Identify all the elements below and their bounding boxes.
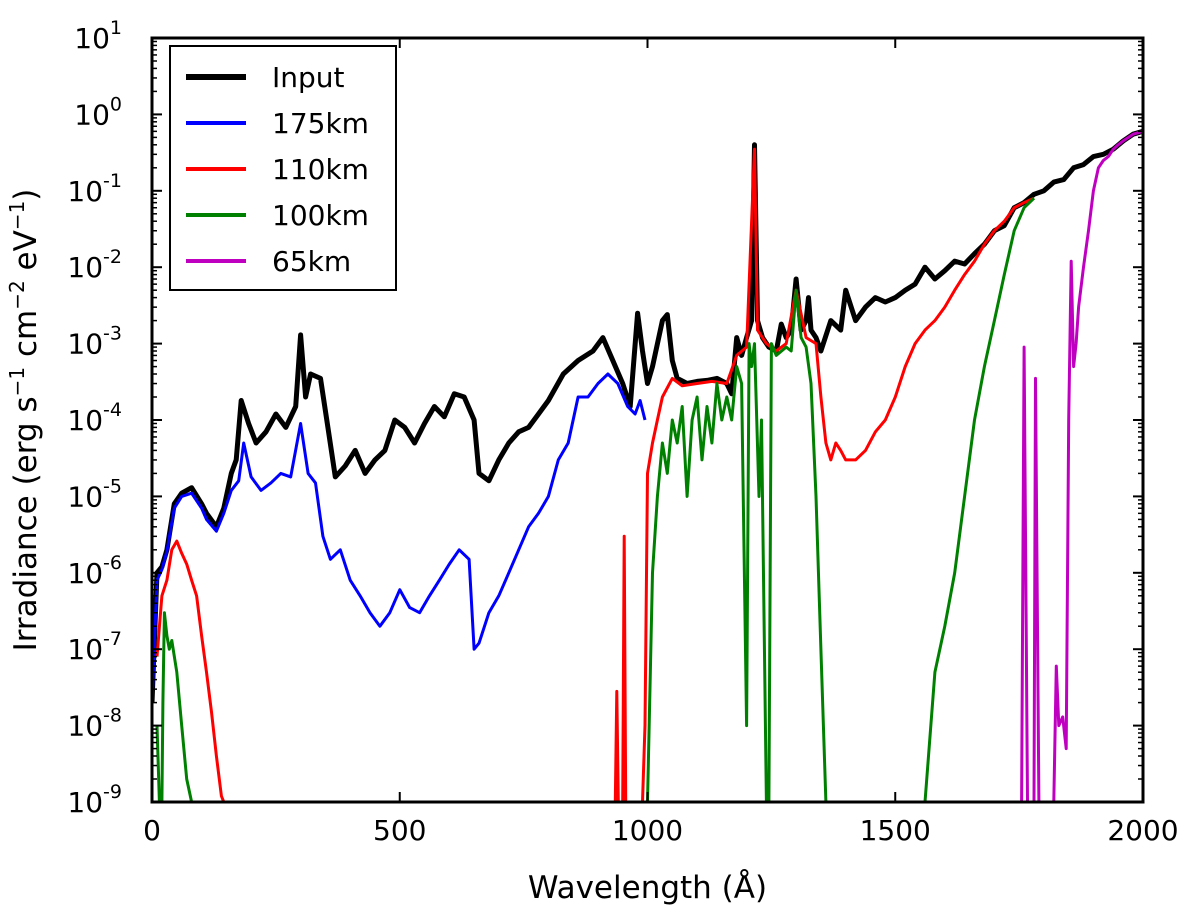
legend-label: 110km — [272, 153, 369, 186]
y-tick-label: 100 — [74, 93, 122, 131]
y-axis-label-suffix: ) — [8, 189, 44, 201]
y-tick-label: 10-1 — [67, 170, 122, 208]
y-tick-base: 10 — [74, 22, 110, 55]
y-tick-base: 10 — [67, 480, 103, 513]
legend-label: 100km — [272, 199, 369, 232]
y-tick-label: 101 — [74, 17, 122, 55]
y-tick-base: 10 — [67, 710, 103, 743]
y-tick-label: 10-2 — [67, 246, 122, 284]
y-axis-label-sup1: −1 — [5, 367, 29, 396]
y-tick-base: 10 — [67, 328, 103, 361]
y-axis-label-prefix: Irradiance (erg s — [8, 396, 44, 651]
y-tick-label: 10-3 — [67, 323, 122, 361]
series-line-65km — [1020, 129, 1143, 802]
y-tick-exponent: -2 — [103, 246, 122, 268]
y-tick-label: 10-7 — [67, 628, 122, 666]
y-tick-exponent: -5 — [103, 475, 122, 497]
axes-layer: 0 500 1000 1500 200010-910-810-710-610-510-4… — [5, 17, 1179, 906]
y-tick-exponent: -3 — [103, 323, 122, 345]
series-line-Input — [152, 128, 1143, 703]
y-tick-exponent: -7 — [103, 628, 122, 650]
y-tick-label: 10-8 — [67, 705, 122, 743]
legend: Input 175km 110km 100km 65km — [169, 45, 397, 291]
y-tick-base: 10 — [67, 251, 103, 284]
y-tick-base: 10 — [74, 98, 110, 131]
y-tick-base: 10 — [67, 557, 103, 590]
series-line-100km — [155, 197, 1036, 802]
y-tick-base: 10 — [67, 786, 103, 819]
y-tick-label: 10-4 — [67, 399, 122, 437]
legend-label: 175km — [272, 107, 369, 140]
y-tick-exponent: -6 — [103, 552, 122, 574]
y-tick-exponent: -1 — [103, 170, 122, 192]
y-tick-label: 10-6 — [67, 552, 122, 590]
y-tick-exponent: -9 — [103, 781, 122, 803]
y-axis-label-sup3: −1 — [5, 201, 29, 230]
x-tick-label: 2000 — [1107, 814, 1178, 847]
legend-label: Input — [272, 61, 345, 94]
x-tick-label: 1000 — [612, 814, 683, 847]
series-line-110km — [155, 147, 1035, 802]
y-tick-label: 10-5 — [67, 475, 122, 513]
x-tick-label: 1500 — [860, 814, 931, 847]
y-axis-label-mid1: cm — [8, 310, 44, 367]
series-layer — [152, 128, 1143, 802]
y-tick-exponent: 1 — [110, 17, 122, 39]
y-tick-label: 10-9 — [67, 781, 122, 819]
legend-label: 65km — [272, 245, 351, 278]
x-tick-label: 0 — [143, 814, 161, 847]
y-tick-base: 10 — [67, 633, 103, 666]
y-tick-base: 10 — [67, 404, 103, 437]
y-tick-exponent: -8 — [103, 705, 122, 727]
y-axis-label: Irradiance (erg s−1 cm−2 eV−1) — [5, 189, 44, 652]
x-axis-label: Wavelength (Å) — [528, 870, 767, 906]
y-tick-exponent: -4 — [103, 399, 122, 421]
x-tick-label: 500 — [373, 814, 426, 847]
y-axis-label-mid2: eV — [8, 230, 44, 280]
y-tick-exponent: 0 — [110, 93, 122, 115]
y-axis-label-sup2: −2 — [5, 280, 29, 309]
y-tick-base: 10 — [67, 175, 103, 208]
series-line-175km — [152, 372, 647, 703]
